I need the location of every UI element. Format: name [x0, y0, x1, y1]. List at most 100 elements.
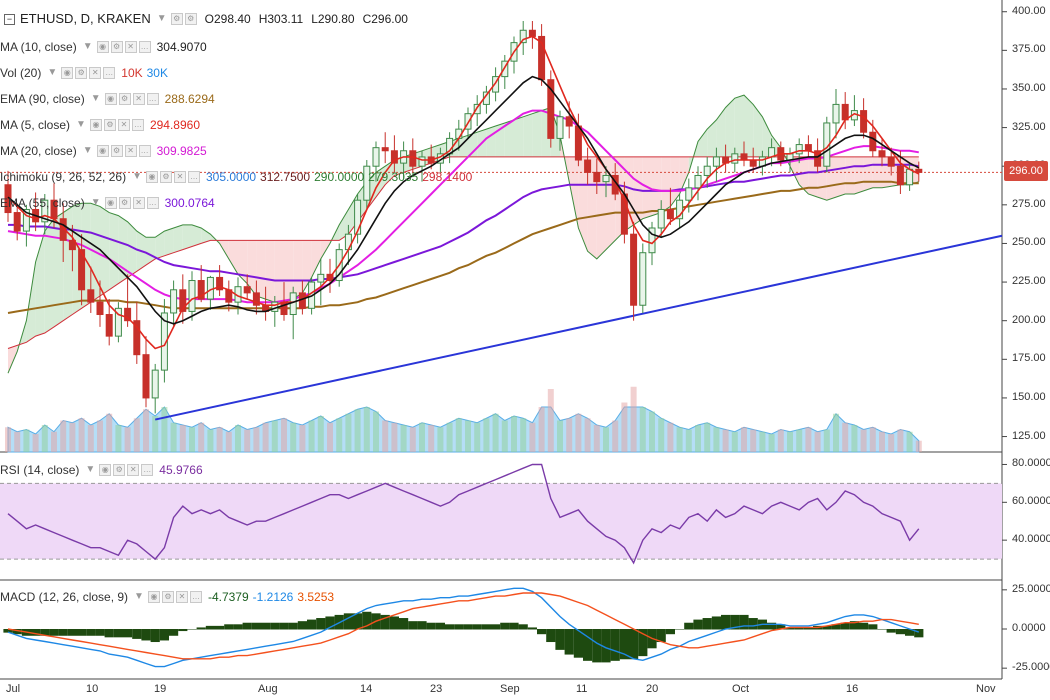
chevron-down-icon[interactable]: ▼	[47, 67, 58, 78]
ichimoku-cloud-segment	[192, 224, 202, 247]
price-tick-label: 400.00	[1012, 4, 1046, 17]
chevron-down-icon[interactable]: ▼	[76, 119, 86, 130]
volume-bar	[915, 440, 922, 452]
ichimoku-cloud-segment	[762, 116, 772, 157]
legend-row: MA (20, close) ▼ ◉ ⚙ ✕… 309.9825	[0, 142, 207, 160]
ichimoku-cloud-segment	[836, 156, 846, 198]
ichimoku-cloud-segment	[863, 156, 873, 191]
rsi-name[interactable]: RSI (14, close)	[0, 463, 80, 477]
eye-icon[interactable]: ◉	[104, 197, 117, 209]
rsi-band	[0, 483, 1002, 560]
settings-icon[interactable]: ⚙	[75, 67, 88, 79]
chevron-down-icon[interactable]: ▼	[82, 41, 93, 52]
more-icon[interactable]: …	[131, 119, 144, 131]
volume-bar	[317, 416, 324, 452]
legend-name[interactable]: Vol (20)	[0, 66, 42, 80]
more-icon[interactable]: …	[146, 197, 159, 209]
volume-bar	[612, 420, 619, 452]
settings-icon[interactable]: ⚙	[110, 41, 123, 53]
candle-body	[869, 131, 877, 152]
macd-histogram-bar	[629, 629, 639, 660]
eye-icon[interactable]: ◉	[99, 464, 112, 476]
close-icon[interactable]: ✕	[132, 93, 145, 105]
macd-histogram-bar	[353, 613, 363, 630]
settings-icon[interactable]: ⚙	[161, 591, 174, 603]
volume-bar	[823, 429, 830, 452]
more-icon[interactable]: …	[103, 67, 116, 79]
macd-histogram-bar	[721, 614, 731, 630]
ichimoku-cloud-segment	[274, 240, 284, 303]
legend-name[interactable]: MA (5, close)	[0, 118, 71, 132]
volume-bar	[722, 429, 729, 452]
more-icon[interactable]: …	[141, 464, 154, 476]
more-icon[interactable]: …	[187, 171, 200, 183]
eye-icon[interactable]: ◉	[89, 119, 102, 131]
ichimoku-cloud-segment	[155, 231, 165, 259]
settings-icon[interactable]: ⚙	[170, 13, 183, 25]
chevron-down-icon[interactable]: ▼	[82, 145, 93, 156]
macd-histogram-bar	[573, 629, 583, 658]
macd-histogram-bar	[141, 629, 151, 641]
macd-histogram-bar	[886, 629, 896, 633]
ohlc-high: H303.11	[258, 12, 304, 26]
ichimoku-cloud-segment	[716, 107, 726, 157]
legend-name[interactable]: MA (20, close)	[0, 144, 77, 158]
close-icon[interactable]: ✕	[117, 119, 130, 131]
macd-histogram-bar	[868, 624, 878, 630]
chevron-down-icon[interactable]: ▼	[90, 197, 101, 208]
chevron-down-icon[interactable]: ▼	[85, 464, 96, 475]
more-icon[interactable]: …	[138, 41, 151, 53]
settings-icon[interactable]: ⚙	[118, 93, 131, 105]
close-icon[interactable]: ✕	[89, 67, 102, 79]
legend-name[interactable]: EMA (90, close)	[0, 92, 85, 106]
close-icon[interactable]: ✕	[127, 464, 140, 476]
legend-name[interactable]: MA (10, close)	[0, 40, 77, 54]
chevron-down-icon[interactable]: ▼	[132, 171, 142, 182]
legend-value: 304.9070	[156, 40, 207, 54]
settings-icon[interactable]: ⚙	[113, 464, 126, 476]
more-icon[interactable]: …	[138, 145, 151, 157]
settings-icon[interactable]: ⚙	[159, 171, 172, 183]
more-icon[interactable]: …	[189, 591, 202, 603]
macd-histogram-bar	[270, 622, 280, 630]
macd-histogram-bar	[132, 629, 142, 639]
candle-body	[896, 165, 904, 186]
close-icon[interactable]: ✕	[173, 171, 186, 183]
macd-name[interactable]: MACD (12, 26, close, 9)	[0, 590, 129, 604]
macd-histogram-bar	[702, 618, 712, 630]
time-tick-label: Nov	[976, 683, 996, 695]
eye-icon[interactable]: ◉	[147, 591, 160, 603]
volume-bar	[639, 407, 646, 452]
eye-icon[interactable]: ◉	[61, 67, 74, 79]
eye-icon[interactable]: ◉	[145, 171, 158, 183]
candle-body	[114, 307, 122, 337]
eye-icon[interactable]: ◉	[96, 145, 109, 157]
price-tick-label: 125.00	[1012, 429, 1046, 442]
chevron-down-icon[interactable]: ▼	[134, 591, 144, 602]
close-icon[interactable]: ✕	[175, 591, 188, 603]
legend-name[interactable]: Ichimoku (9, 26, 52, 26)	[0, 170, 127, 184]
settings-icon[interactable]: ⚙	[118, 197, 131, 209]
settings-icon[interactable]: ⚙	[110, 145, 123, 157]
settings-icon-2[interactable]: ⚙	[184, 13, 197, 25]
macd-histogram-bar	[491, 624, 501, 630]
volume-bar	[888, 434, 895, 452]
volume-bar	[787, 431, 793, 452]
volume-bar	[492, 413, 499, 452]
eye-icon[interactable]: ◉	[104, 93, 117, 105]
symbol-label[interactable]: ETHUSD, D, KRAKEN	[20, 11, 151, 26]
candle-body	[528, 29, 536, 37]
close-icon[interactable]: ✕	[132, 197, 145, 209]
close-icon[interactable]: ✕	[124, 145, 137, 157]
macd-histogram-bar	[877, 629, 887, 630]
close-icon[interactable]: ✕	[124, 41, 137, 53]
eye-icon[interactable]: ◉	[96, 41, 109, 53]
chevron-down-icon[interactable]: ▼	[156, 13, 167, 24]
more-icon[interactable]: …	[146, 93, 159, 105]
chevron-down-icon[interactable]: ▼	[90, 93, 101, 104]
settings-icon[interactable]: ⚙	[103, 119, 116, 131]
volume-bar	[557, 420, 563, 452]
collapse-icon[interactable]: −	[4, 13, 15, 25]
legend-name[interactable]: EMA (55, close)	[0, 196, 85, 210]
